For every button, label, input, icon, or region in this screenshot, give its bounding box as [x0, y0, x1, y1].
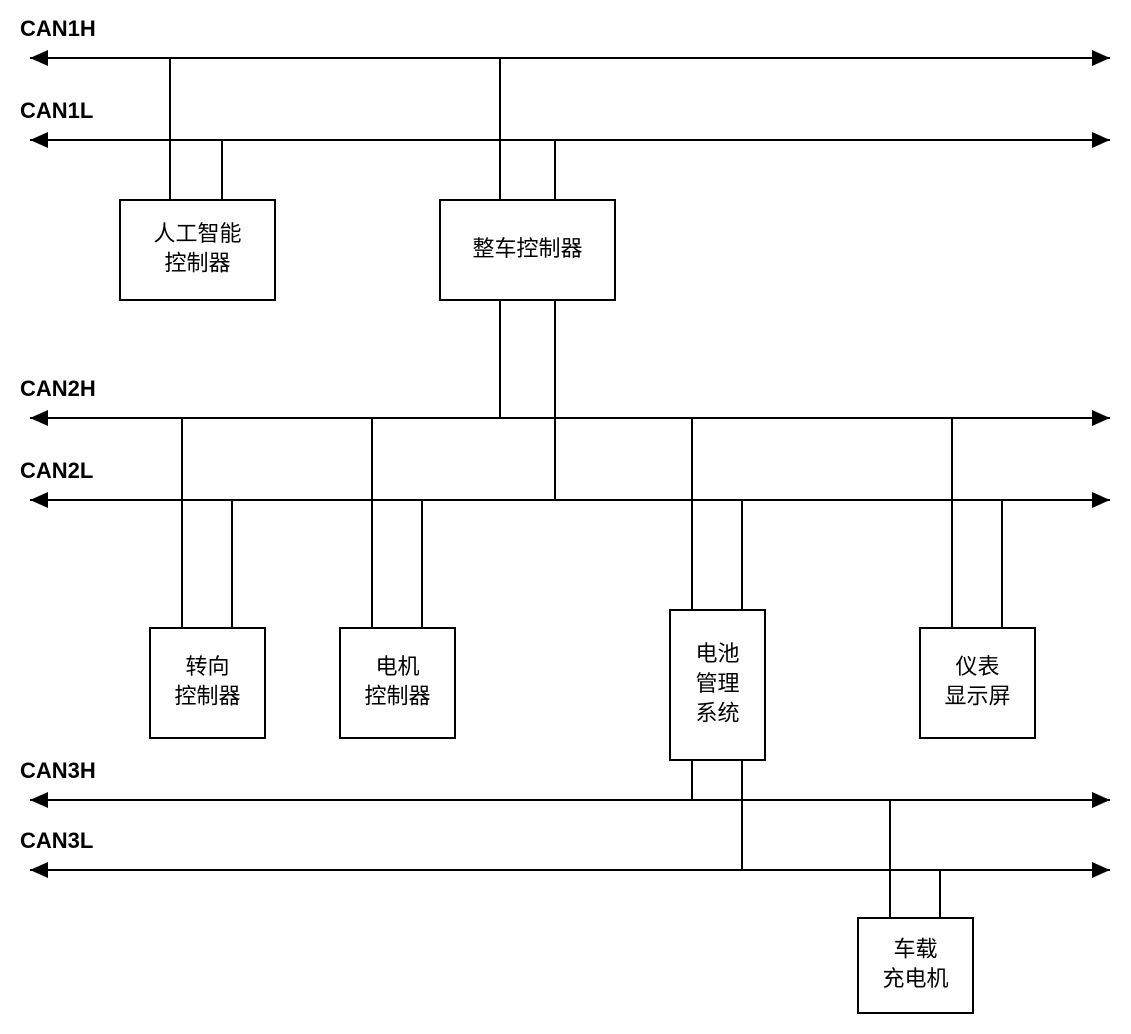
box-text-vcu-0: 整车控制器 — [472, 236, 582, 261]
bus-label-CAN1H: CAN1H — [20, 16, 96, 41]
bus-label-CAN2L: CAN2L — [20, 458, 93, 483]
arrow-head — [1092, 132, 1110, 148]
box-text-ai_ctrl-0: 人工智能 — [153, 221, 241, 246]
box-text-steer-0: 转向 — [185, 654, 229, 679]
box-ai_ctrl: 人工智能控制器 — [120, 200, 275, 300]
box-text-ai_ctrl-1: 控制器 — [164, 251, 230, 276]
arrow-head — [30, 132, 48, 148]
arrow-head — [1092, 792, 1110, 808]
bus-label-CAN3H: CAN3H — [20, 758, 96, 783]
box-text-motor-1: 控制器 — [364, 684, 430, 709]
bus-label-CAN2H: CAN2H — [20, 376, 96, 401]
arrow-head — [30, 50, 48, 66]
bus-label-CAN3L: CAN3L — [20, 828, 93, 853]
arrow-head — [30, 410, 48, 426]
box-text-display-0: 仪表 — [955, 654, 999, 679]
box-text-charger-1: 充电机 — [882, 966, 948, 991]
arrow-head — [1092, 50, 1110, 66]
box-bms: 电池管理系统 — [670, 610, 765, 760]
box-text-display-1: 显示屏 — [944, 684, 1010, 709]
box-text-motor-0: 电机 — [375, 654, 419, 679]
box-text-steer-1: 控制器 — [174, 684, 240, 709]
can-bus-diagram: CAN1H CAN1L CAN2H CAN2L CAN3H CAN3L 人工智能控制器 整车控… — [0, 0, 1131, 1034]
box-motor: 电机控制器 — [340, 628, 455, 738]
bus-label-CAN1L: CAN1L — [20, 98, 93, 123]
arrow-head — [1092, 492, 1110, 508]
box-text-bms-0: 电池 — [695, 641, 739, 666]
arrow-head — [30, 862, 48, 878]
box-steer: 转向控制器 — [150, 628, 265, 738]
arrow-head — [1092, 410, 1110, 426]
box-vcu: 整车控制器 — [440, 200, 615, 300]
box-display: 仪表显示屏 — [920, 628, 1035, 738]
arrow-head — [1092, 862, 1110, 878]
arrow-head — [30, 492, 48, 508]
box-text-bms-1: 管理 — [695, 671, 739, 696]
box-text-charger-0: 车载 — [893, 936, 937, 961]
box-text-bms-2: 系统 — [695, 701, 739, 726]
arrow-head — [30, 792, 48, 808]
box-charger: 车载充电机 — [858, 918, 973, 1013]
